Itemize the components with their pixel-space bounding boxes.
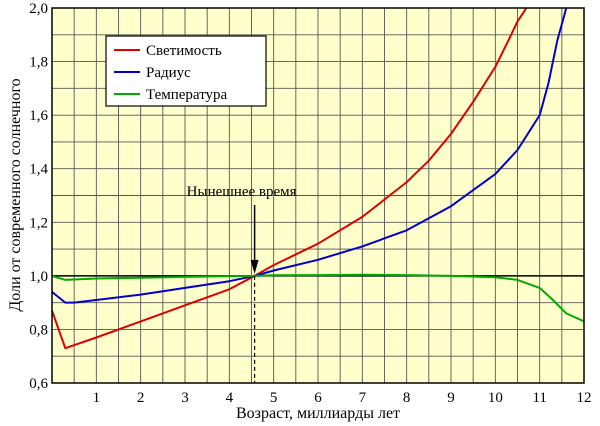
series-line-3 — [51, 273, 585, 323]
tick-labels: 1 2 3 4 5 6 7 8 9 10 11 120,60,81,01,21,41,61,82,0 — [29, 1, 591, 406]
x-tick-label: 9 — [447, 390, 455, 406]
y-axis-title: Доли от современного солнечного — [7, 78, 24, 311]
y-tick-label: 0,6 — [29, 376, 48, 392]
x-tick-label: 5 — [270, 390, 278, 406]
x-tick-label: 3 — [181, 390, 189, 406]
series-layer — [51, 7, 585, 350]
x-tick-label: 10 — [488, 390, 503, 406]
x-tick-label: 2 — [137, 390, 145, 406]
legend-label-1: Светимость — [146, 43, 222, 59]
x-tick-label: 8 — [403, 390, 411, 406]
annotation-label: Нынешнее время — [187, 184, 297, 200]
y-tick-label: 1,4 — [29, 162, 48, 178]
legend-label-3: Температура — [146, 87, 228, 103]
x-axis-title: Возраст, миллиарды лет — [236, 405, 400, 422]
plot-frame — [51, 7, 585, 384]
y-tick-label: 0,8 — [29, 322, 48, 338]
y-tick-label: 2,0 — [29, 1, 48, 17]
x-tick-label: 12 — [577, 390, 592, 406]
x-tick-label: 11 — [532, 390, 546, 406]
y-tick-label: 1,8 — [29, 55, 48, 71]
x-tick-label: 4 — [226, 390, 234, 406]
legend-label-2: Радиус — [146, 65, 191, 81]
x-tick-label: 1 — [93, 390, 101, 406]
annotation: Нынешнее время — [187, 184, 297, 383]
legend: Светимость Радиус Температура — [105, 35, 267, 107]
annotation-arrowhead — [250, 259, 259, 274]
y-tick-label: 1,0 — [29, 269, 48, 285]
series-line-2 — [51, 7, 568, 304]
x-tick-label: 6 — [314, 390, 322, 406]
y-tick-label: 1,6 — [29, 108, 48, 124]
y-tick-label: 1,2 — [29, 215, 48, 231]
x-tick-label: 7 — [359, 390, 367, 406]
series-line-1 — [51, 7, 528, 350]
